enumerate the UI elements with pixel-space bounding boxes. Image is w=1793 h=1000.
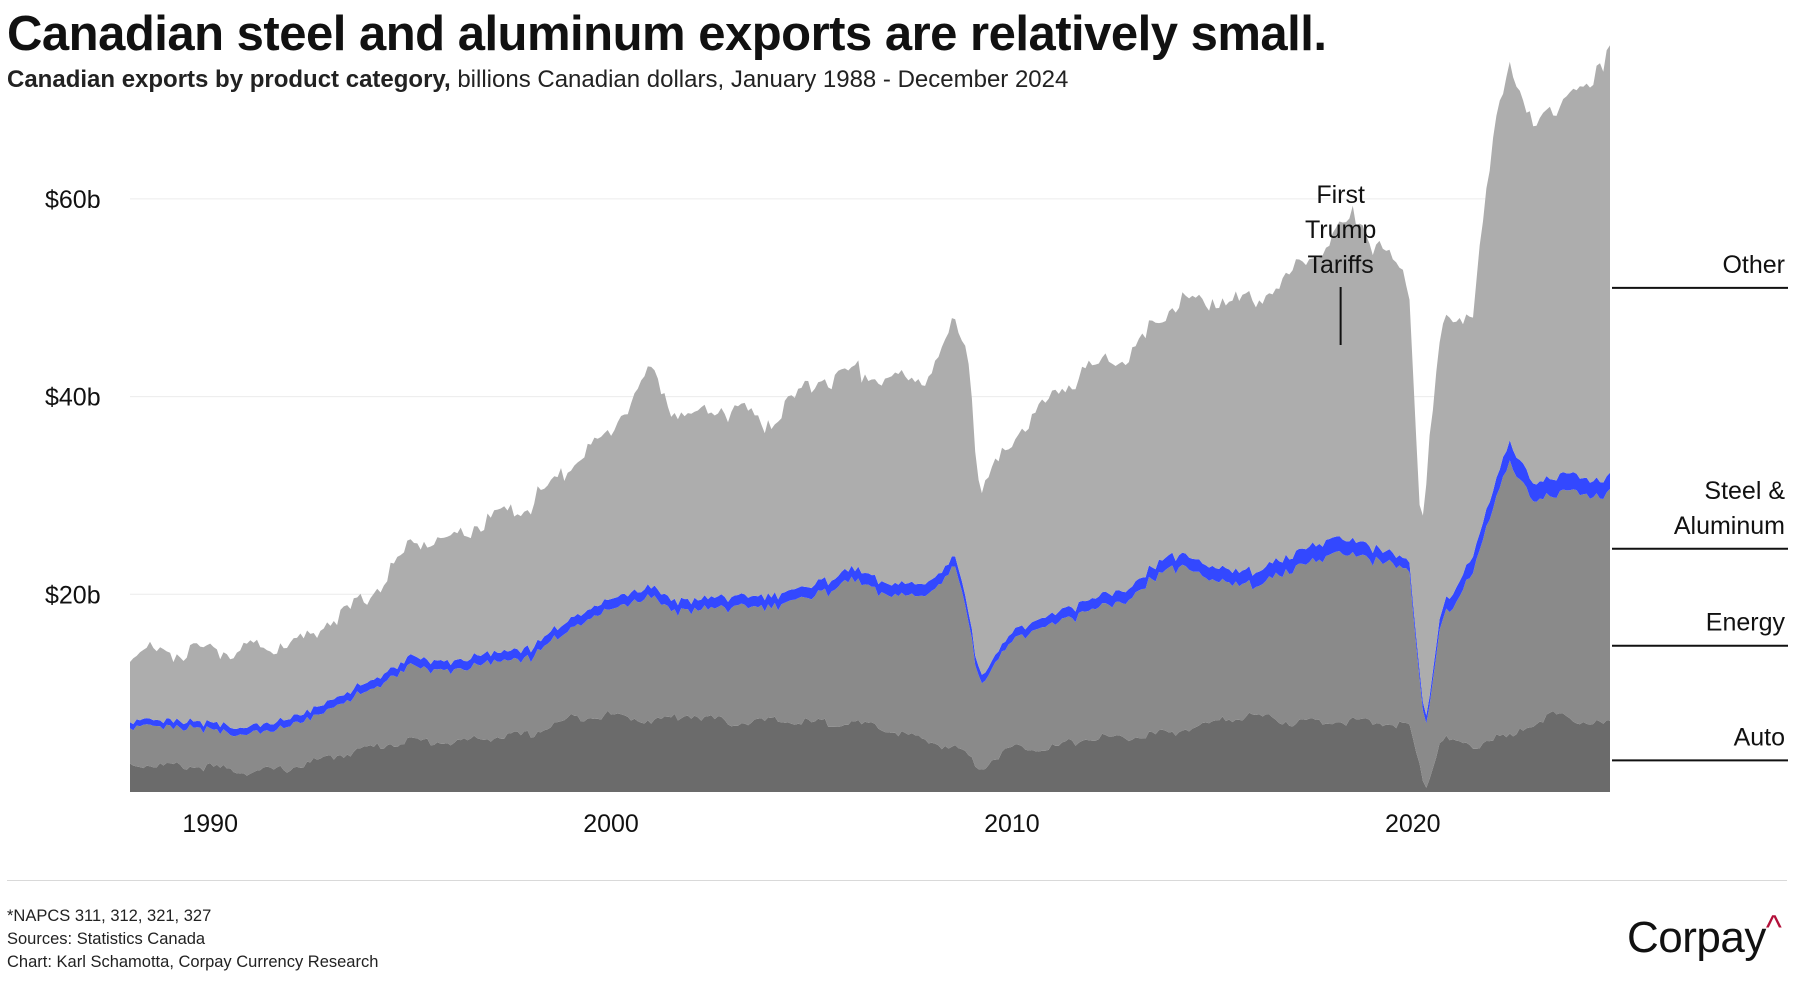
subtitle-rest: billions Canadian dollars, January 1988 … [450, 66, 1069, 93]
x-tick-label: 1990 [182, 810, 238, 838]
legend-label: Steel & [1704, 477, 1785, 505]
chart-title: Canadian steel and aluminum exports are … [7, 7, 1327, 61]
y-tick-label: $60b [45, 186, 101, 214]
chart-subtitle: Canadian exports by product category, bi… [7, 66, 1068, 94]
corpay-logo: Corpay^ [1627, 909, 1782, 963]
annotation-label: Tariffs [1308, 251, 1374, 279]
subtitle-bold: Canadian exports by product category, [7, 66, 451, 93]
annotation-label: First [1316, 181, 1365, 209]
x-tick-label: 2010 [984, 810, 1040, 838]
annotation-label: Trump [1305, 216, 1376, 244]
brand-name: Corpay [1627, 913, 1766, 962]
footer-note: *NAPCS 311, 312, 321, 327 [7, 907, 212, 925]
stacked-area-chart: 1990 2000 2010 2020 $20b $40b $60b Auto Energy… [45, 45, 1788, 838]
footer-notes: *NAPCS 311, 312, 321, 327 Sources: Stati… [7, 905, 378, 974]
brand-mark: ^ [1765, 909, 1782, 947]
x-tick-label: 2020 [1385, 810, 1441, 838]
x-tick-label: 2000 [583, 810, 639, 838]
y-tick-label: $20b [45, 581, 101, 609]
legend-label: Auto [1734, 723, 1785, 751]
legend-label: Other [1722, 251, 1785, 279]
footer-sources: Sources: Statistics Canada [7, 930, 206, 948]
y-tick-label: $40b [45, 384, 101, 412]
area-series-auto [130, 710, 1610, 792]
area-series-energy [130, 460, 1610, 788]
legend-label: Energy [1706, 609, 1786, 637]
area-series-other [130, 45, 1610, 729]
footer-divider [7, 880, 1787, 881]
legend-label: Aluminum [1674, 512, 1785, 540]
footer-credit: Chart: Karl Schamotta, Corpay Currency R… [7, 953, 379, 971]
